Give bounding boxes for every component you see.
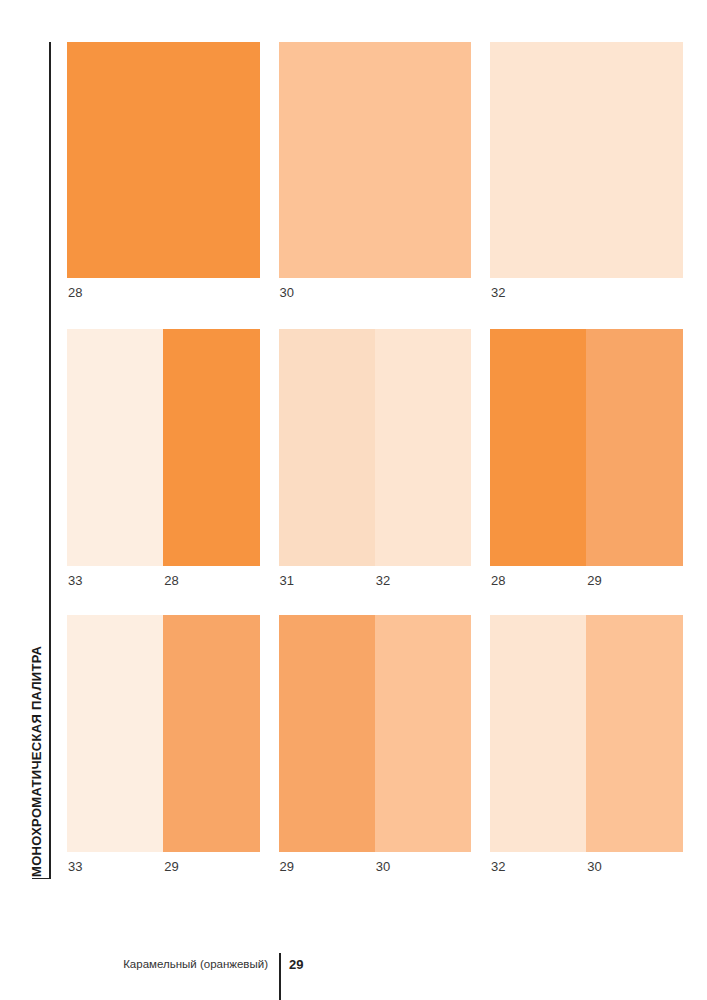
color-swatch-fill [67, 42, 260, 278]
section-bracket-line [49, 42, 51, 879]
swatch-labels: 30 [279, 285, 472, 301]
color-swatch-fill [490, 42, 683, 278]
color-swatch [67, 42, 260, 278]
swatch-number: 29 [280, 859, 294, 874]
swatch-number: 32 [376, 573, 390, 588]
color-swatch-fill [375, 329, 471, 566]
footer-divider-line [279, 953, 281, 1000]
footer-page-number: 29 [289, 957, 303, 972]
color-swatch [67, 329, 260, 566]
swatch-number: 28 [491, 573, 505, 588]
color-swatch [279, 329, 472, 566]
color-swatch [490, 615, 683, 852]
swatch-number: 33 [68, 859, 82, 874]
color-swatch-fill [279, 42, 472, 278]
book-page: МОНОХРОМАТИЧЕСКАЯ ПАЛИТРА 28 30 32 [0, 0, 707, 1000]
color-swatch-fill [490, 329, 586, 566]
color-swatch-fill [586, 615, 682, 852]
swatch-number: 28 [68, 285, 82, 300]
color-swatch-fill [279, 615, 375, 852]
section-title-vertical: МОНОХРОМАТИЧЕСКАЯ ПАЛИТРА [29, 595, 47, 877]
swatch-number: 29 [164, 859, 178, 874]
swatch-number: 32 [491, 859, 505, 874]
swatch-labels: 33 29 [67, 859, 260, 875]
color-swatch-fill [163, 329, 259, 566]
color-swatch [279, 615, 472, 852]
palette-cell: 28 29 [490, 329, 683, 589]
color-swatch [490, 329, 683, 566]
swatch-labels: 32 30 [490, 859, 683, 875]
swatch-number: 31 [280, 573, 294, 588]
swatch-labels: 29 30 [279, 859, 472, 875]
color-swatch-fill [586, 329, 682, 566]
color-swatch-fill [67, 329, 163, 566]
color-swatch-fill [490, 615, 586, 852]
palette-cell: 32 30 [490, 615, 683, 875]
color-swatch [490, 42, 683, 278]
swatch-number: 30 [280, 285, 294, 300]
color-swatch-fill [163, 615, 259, 852]
palette-cell: 32 [490, 42, 683, 301]
footer-chapter-title: Карамельный (оранжевый) [98, 958, 268, 970]
section-bracket-foot [32, 878, 50, 880]
palette-cell: 33 28 [67, 329, 260, 589]
swatch-number: 28 [164, 573, 178, 588]
swatch-number: 30 [376, 859, 390, 874]
swatch-labels: 28 29 [490, 573, 683, 589]
palette-grid: 28 30 32 33 [67, 42, 683, 882]
color-swatch-fill [375, 615, 471, 852]
swatch-labels: 31 32 [279, 573, 472, 589]
palette-cell: 31 32 [279, 329, 472, 589]
color-swatch [279, 42, 472, 278]
palette-cell: 30 [279, 42, 472, 301]
swatch-labels: 32 [490, 285, 683, 301]
swatch-number: 29 [587, 573, 601, 588]
color-swatch-fill [67, 615, 163, 852]
palette-cell: 33 29 [67, 615, 260, 875]
palette-cell: 29 30 [279, 615, 472, 875]
swatch-number: 32 [491, 285, 505, 300]
swatch-number: 30 [587, 859, 601, 874]
color-swatch-fill [279, 329, 375, 566]
swatch-number: 33 [68, 573, 82, 588]
palette-cell: 28 [67, 42, 260, 301]
swatch-labels: 28 [67, 285, 260, 301]
swatch-labels: 33 28 [67, 573, 260, 589]
color-swatch [67, 615, 260, 852]
